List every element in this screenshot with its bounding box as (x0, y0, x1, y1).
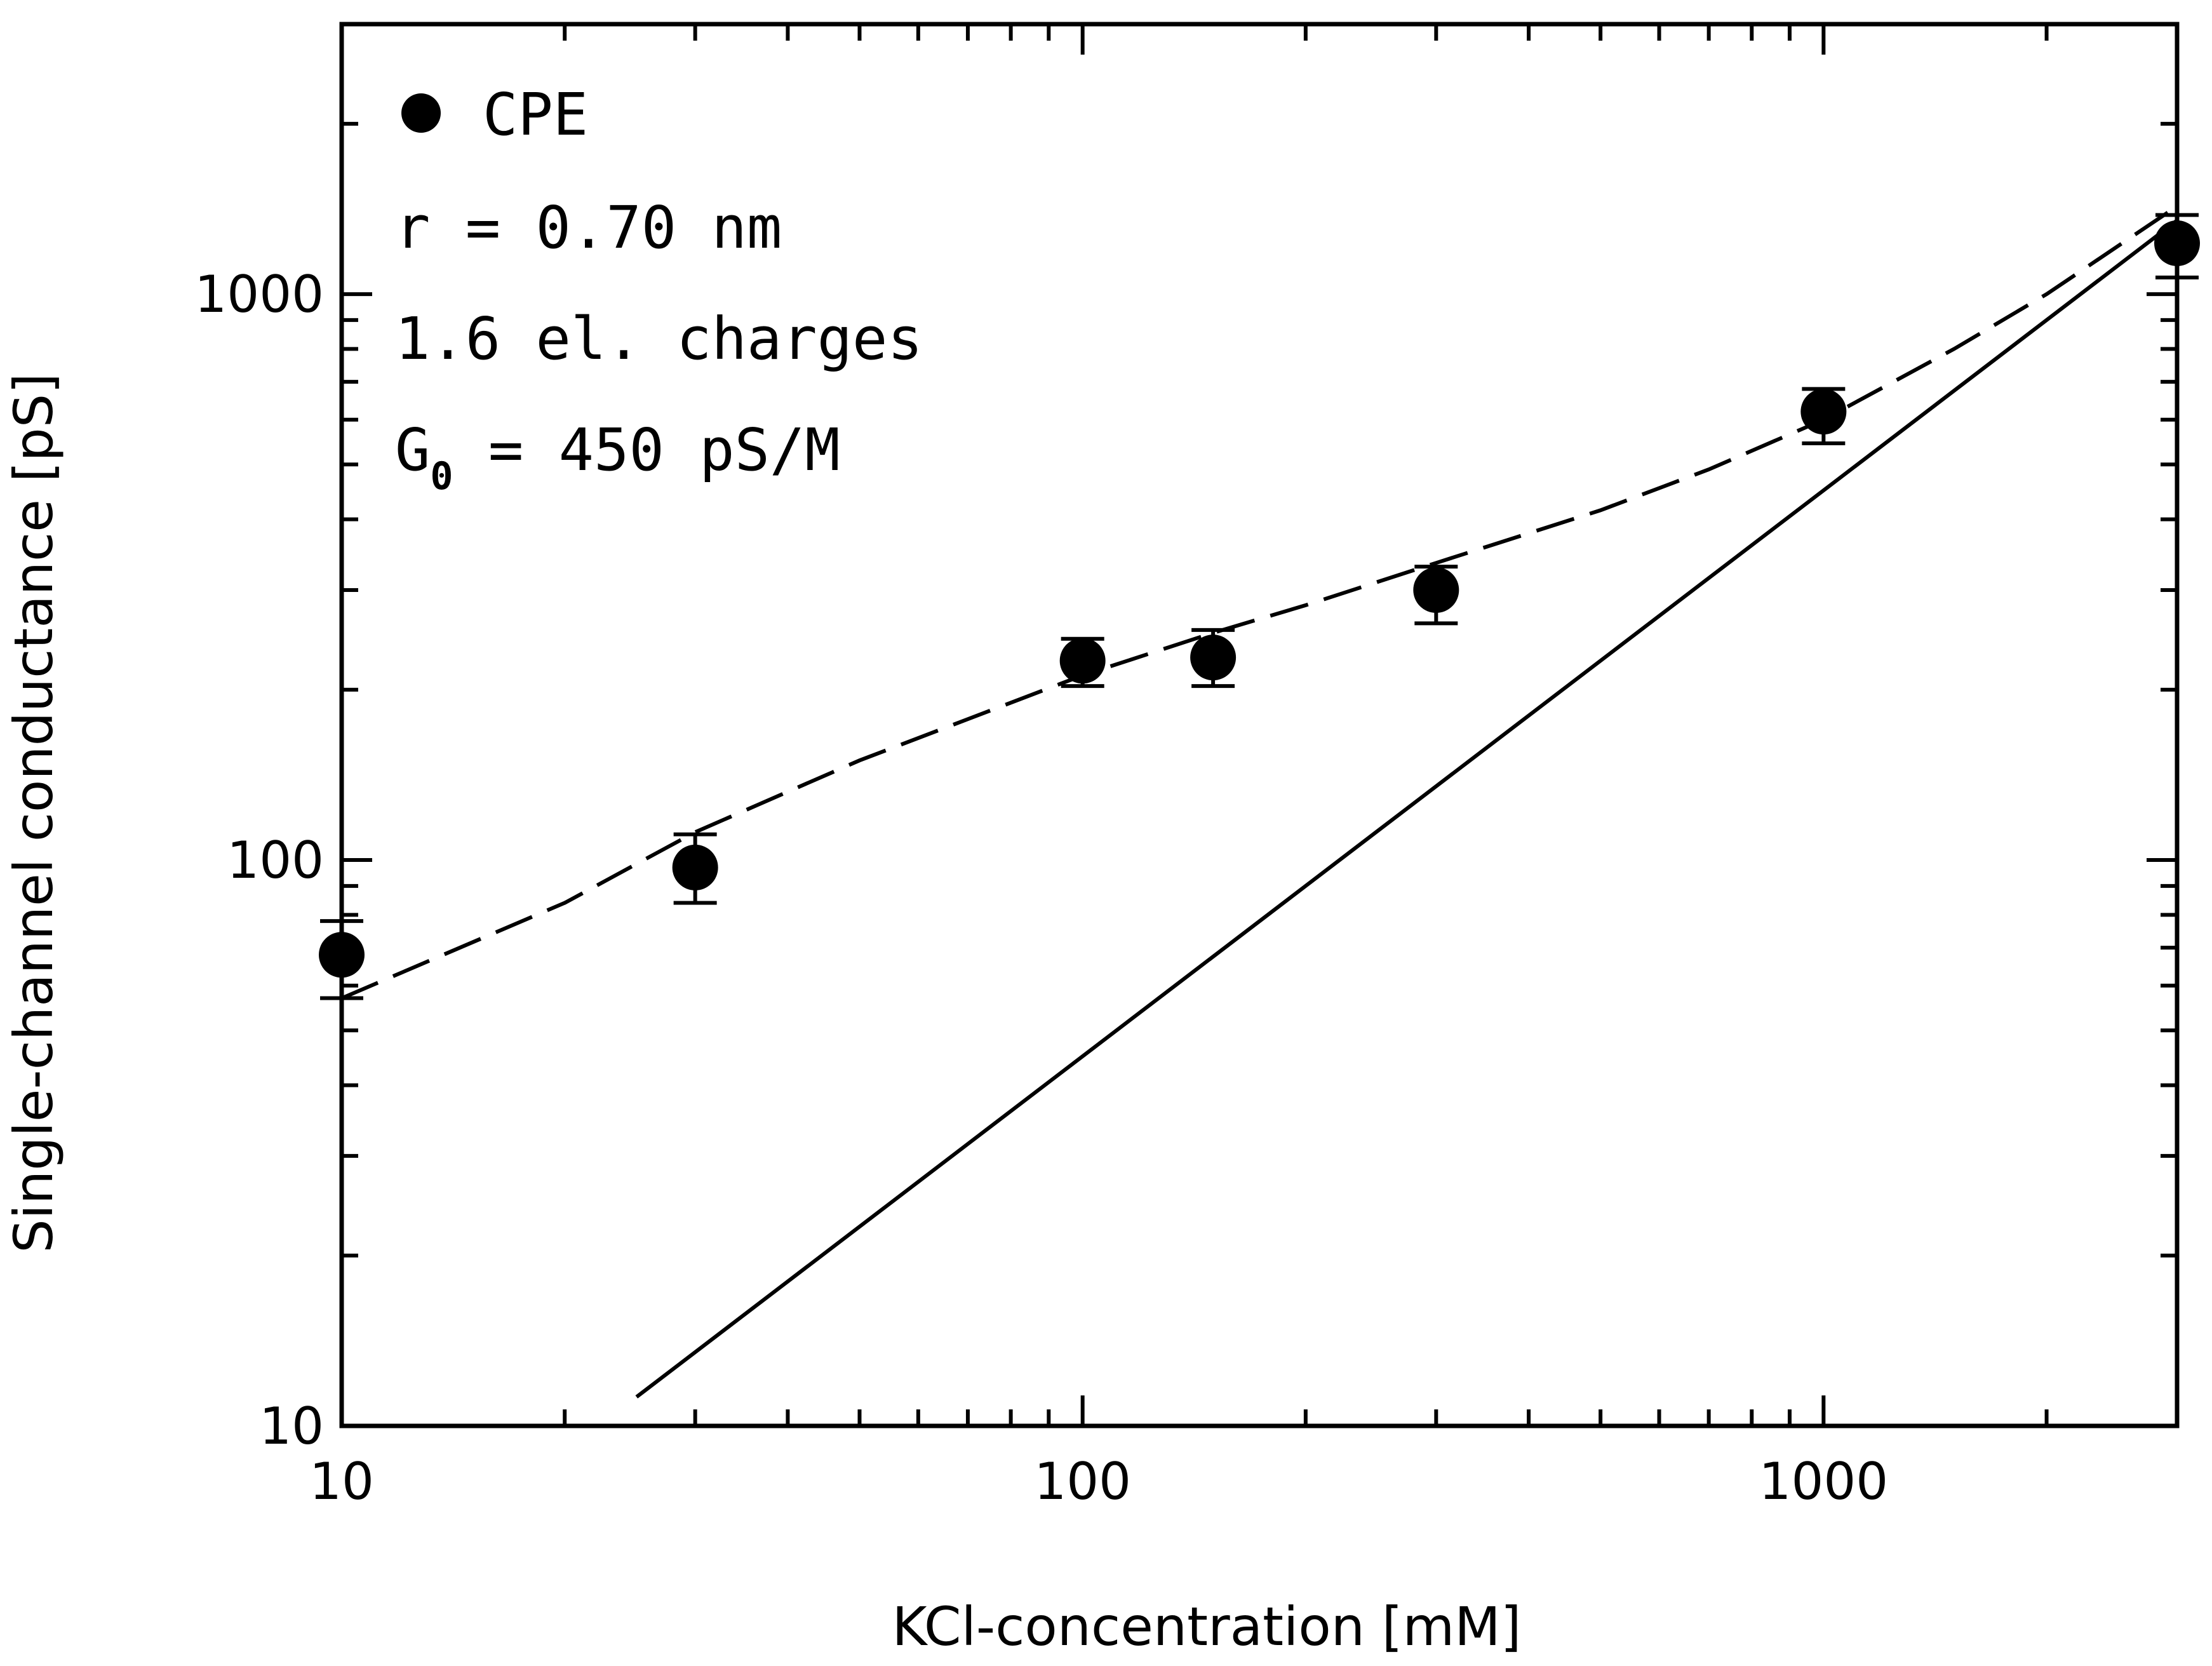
fit-lines (340, 205, 2178, 1399)
legend-marker (401, 93, 441, 133)
legend-g0-main: G (395, 416, 430, 484)
data-point (1800, 389, 1847, 435)
legend-label-cpe: CPE (483, 81, 588, 149)
axes (339, 22, 2180, 1428)
dashed-fit-line (340, 205, 2178, 1000)
data-point (2154, 220, 2200, 266)
x-axis-title: KCl-concentration [mM] (892, 1595, 1521, 1658)
y-axis-title: Single-channel conductance [pS] (3, 373, 65, 1253)
data-points (319, 213, 2200, 1000)
legend-charges: 1.6 el. charges (395, 305, 923, 373)
legend-g0-rest: = 450 pS/M (453, 416, 840, 484)
x-tick-label: 100 (1034, 1452, 1131, 1511)
y-tick-label: 100 (227, 831, 324, 890)
data-point (1190, 635, 1237, 681)
legend: CPE r = 0.70 nm 1.6 el. charges G0 = 450… (395, 81, 923, 499)
y-tick-label: 10 (259, 1397, 324, 1456)
y-tick-label: 1000 (194, 265, 324, 324)
legend-g0: G0 = 450 pS/M (395, 416, 840, 499)
data-point (1413, 567, 1459, 613)
plot-frame (339, 22, 2180, 1428)
x-tick-label: 10 (309, 1452, 374, 1511)
x-tick-label: 1000 (1759, 1452, 1889, 1511)
data-point (319, 932, 365, 978)
ticks: 10 100 1000 10 100 1000 (194, 22, 2179, 1511)
legend-g0-sub: 0 (430, 454, 453, 499)
solid-reference-line (635, 218, 2178, 1399)
data-point (1059, 638, 1106, 684)
data-point (672, 844, 718, 890)
legend-radius: r = 0.70 nm (395, 194, 782, 262)
